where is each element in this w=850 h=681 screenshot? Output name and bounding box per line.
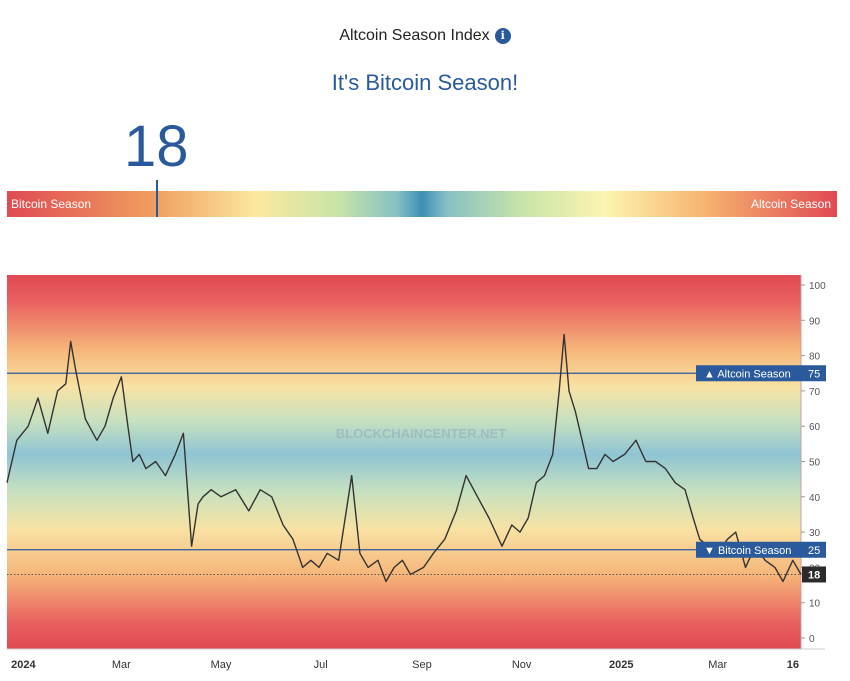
reference-value: 25 bbox=[808, 545, 820, 557]
x-tick-label: Mar bbox=[112, 659, 131, 671]
reference-value: 75 bbox=[808, 368, 820, 380]
y-tick-label: 50 bbox=[809, 458, 821, 469]
season-status: It's Bitcoin Season! bbox=[331, 70, 519, 95]
series-line bbox=[6, 333, 802, 583]
x-tick-label: Mar bbox=[708, 659, 727, 671]
y-tick-label: 90 bbox=[809, 316, 821, 327]
gauge-left-label: Bitcoin Season bbox=[11, 197, 92, 211]
gauge-marker bbox=[156, 180, 158, 217]
watermark: BLOCKCHAINCENTER.NET bbox=[336, 426, 507, 441]
x-tick-label: Sep bbox=[412, 659, 432, 671]
y-tick-label: 30 bbox=[809, 528, 821, 539]
reference-label-box bbox=[696, 365, 826, 382]
x-tick-label: Jul bbox=[314, 659, 328, 671]
gauge-right-label: Altcoin Season bbox=[750, 197, 831, 211]
reference-label: ▲ Altcoin Season bbox=[704, 368, 791, 380]
y-tick-label: 100 bbox=[809, 281, 826, 292]
y-tick-label: 40 bbox=[809, 493, 821, 504]
info-icon[interactable]: i bbox=[494, 28, 511, 44]
plot-background bbox=[7, 275, 801, 649]
index-title: Altcoin Season Index i bbox=[0, 27, 850, 45]
y-tick-label: 70 bbox=[809, 387, 821, 398]
x-tick-label: May bbox=[211, 659, 232, 671]
x-tick-label: 2024 bbox=[11, 659, 36, 671]
reference-label-box bbox=[696, 541, 826, 558]
current-value-label: 18 bbox=[808, 569, 820, 581]
x-tick-label: Nov bbox=[512, 659, 532, 671]
x-tick-label: 16 bbox=[787, 659, 799, 671]
y-tick-label: 80 bbox=[809, 352, 821, 363]
season-gauge: Bitcoin Season Altcoin Season bbox=[7, 180, 837, 217]
current-value-box bbox=[802, 566, 826, 583]
x-tick-label: 2025 bbox=[609, 659, 633, 671]
reference-label: ▼ Bitcoin Season bbox=[704, 545, 791, 557]
y-tick-label: 0 bbox=[809, 634, 815, 645]
index-value: 18 bbox=[124, 114, 189, 179]
index-title-text: Altcoin Season Index bbox=[339, 27, 490, 44]
y-tick-label: 10 bbox=[809, 599, 821, 610]
y-tick-label: 60 bbox=[809, 422, 821, 433]
index-chart: 0102030405060708090100 BLOCKCHAINCENTER.… bbox=[6, 275, 826, 671]
